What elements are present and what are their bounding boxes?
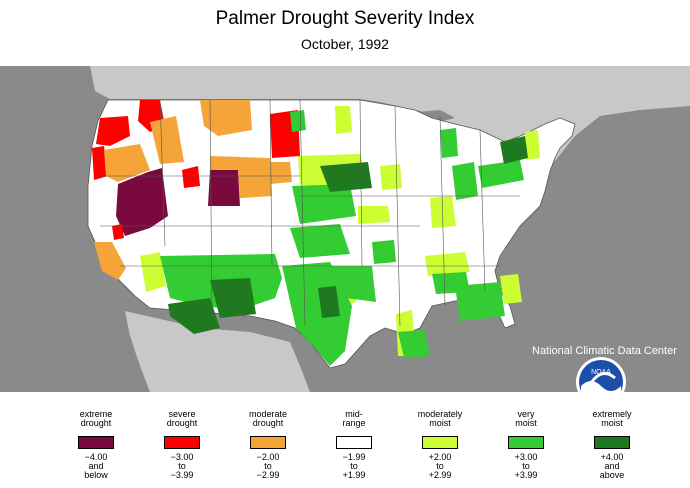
legend-label-line1: severe: [168, 409, 196, 419]
legend-range-line3: −3.99: [170, 470, 194, 480]
legend-item-moderate-drought: moderate drought −2.00 to −2.99: [226, 410, 310, 480]
region-moderately-moist-michigan: [335, 106, 352, 134]
legend-range-line3: −2.99: [256, 470, 280, 480]
region-moderately-moist-arizona-ca: [140, 252, 166, 292]
region-moderate-drought-montana: [200, 100, 252, 136]
region-moderate-drought-california: [94, 242, 126, 280]
region-moderately-moist-tennessee: [425, 252, 470, 276]
legend-range-line2: to: [436, 461, 444, 471]
region-very-moist-indiana: [452, 162, 478, 200]
credit-text: National Climatic Data Center: [532, 345, 677, 357]
region-extremely-moist-arizona: [168, 298, 220, 334]
region-extremely-moist-new-york: [500, 136, 528, 164]
legend-label-line2: moist: [515, 418, 537, 428]
legend-swatch: [78, 436, 114, 449]
legend-item-very-moist: very moist +3.00 to +3.99: [484, 410, 568, 480]
legend-item-extremely-moist: extremely moist +4.00 and above: [570, 410, 654, 480]
legend-range-line2: and: [604, 461, 620, 471]
legend-swatch: [594, 436, 630, 449]
region-very-moist-nebraska: [292, 184, 356, 224]
region-moderate-drought-oregon: [104, 144, 150, 182]
legend-item-mid-range: mid- range −1.99 to +1.99: [312, 410, 396, 480]
region-very-moist-montana: [290, 110, 306, 132]
legend-label-line1: extremely: [592, 409, 632, 419]
region-severe-drought-nevada-west: [112, 224, 124, 240]
legend-swatch: [508, 436, 544, 449]
mexico-land: [125, 311, 310, 392]
legend-item-severe-drought: severe drought −3.00 to −3.99: [140, 410, 224, 480]
region-severe-drought-oregon-coast: [92, 146, 108, 180]
region-very-moist-louisiana: [398, 330, 430, 358]
region-extreme-drought-oregon-nevada: [116, 168, 168, 236]
legend-label-line2: drought: [80, 418, 112, 428]
legend-range-line1: −3.00: [170, 452, 194, 462]
legend-range-line3: +1.99: [342, 470, 366, 480]
map-canvas: NOAA National Climatic Data Center: [0, 66, 690, 392]
region-very-moist-kansas-oklahoma: [290, 224, 350, 258]
legend-label-line2: drought: [166, 418, 198, 428]
legend-range-line2: to: [522, 461, 530, 471]
region-extremely-moist-new-mexico: [210, 278, 256, 318]
legend-range-line2: to: [178, 461, 186, 471]
legend-swatch: [336, 436, 372, 449]
legend-label-line1: mid-: [345, 409, 363, 419]
legend-label-line1: extreme: [79, 409, 113, 419]
legend-range-line1: −1.99: [342, 452, 366, 462]
legend-label-line1: moderate: [248, 409, 288, 419]
us-map: [87, 66, 690, 392]
legend-label-line2: moist: [601, 418, 623, 428]
region-very-moist-pennsylvania: [478, 160, 524, 188]
region-very-moist-tennessee: [432, 272, 470, 294]
legend-range-line3: +2.99: [428, 470, 452, 480]
legend-label-line1: moderately: [417, 409, 463, 419]
region-moderate-drought-idaho: [150, 116, 184, 164]
legend-range-line2: to: [350, 461, 358, 471]
region-extremely-moist-texas-panhandle: [318, 286, 340, 318]
legend-swatch: [164, 436, 200, 449]
legend-range-line3: +3.99: [514, 470, 538, 480]
legend-swatch: [250, 436, 286, 449]
legend-label-line2: range: [342, 418, 366, 428]
region-moderately-moist-kansas-east: [358, 206, 390, 224]
region-moderate-drought-montana-south: [268, 162, 292, 184]
legend-label-line1: very: [517, 409, 535, 419]
legend-label-line2: drought: [252, 418, 284, 428]
legend-range-line2: and: [88, 461, 104, 471]
noaa-logo-text: NOAA: [591, 369, 611, 376]
legend-range-line3: above: [599, 470, 625, 480]
region-moderately-moist-ohio: [430, 196, 456, 228]
legend: extreme drought −4.00 and below severe d…: [54, 410, 654, 486]
state-borders: [95, 99, 520, 327]
region-severe-drought-washington: [96, 116, 130, 146]
region-very-moist-michigan: [440, 128, 458, 158]
region-moderately-moist-carolinas: [500, 274, 522, 304]
region-extremely-moist-south-dakota: [320, 162, 372, 192]
legend-range-line1: −4.00: [84, 452, 108, 462]
legend-range-line1: +4.00: [600, 452, 624, 462]
region-moderate-drought-wyoming: [210, 156, 272, 198]
legend-item-extreme-drought: extreme drought −4.00 and below: [54, 410, 138, 480]
legend-swatch: [422, 436, 458, 449]
region-extreme-drought-idaho-utah: [208, 170, 240, 206]
legend-range-line2: to: [264, 461, 272, 471]
map-subtitle: October, 1992: [301, 36, 389, 52]
region-very-moist-texas-east: [330, 266, 376, 302]
region-severe-drought-oregon-idaho: [182, 166, 200, 188]
map-title: Palmer Drought Severity Index: [215, 8, 475, 29]
region-very-moist-missouri: [372, 240, 396, 264]
legend-item-moderately-moist: moderately moist +2.00 to +2.99: [398, 410, 482, 480]
region-moderately-moist-new-england: [525, 130, 540, 160]
region-moderately-moist-wisconsin: [380, 164, 402, 190]
legend-range-line1: +3.00: [514, 452, 538, 462]
legend-range-line3: below: [84, 470, 108, 480]
legend-range-line1: −2.00: [256, 452, 280, 462]
noaa-logo-icon: NOAA: [575, 356, 627, 392]
legend-label-line2: moist: [429, 418, 451, 428]
legend-range-line1: +2.00: [428, 452, 452, 462]
